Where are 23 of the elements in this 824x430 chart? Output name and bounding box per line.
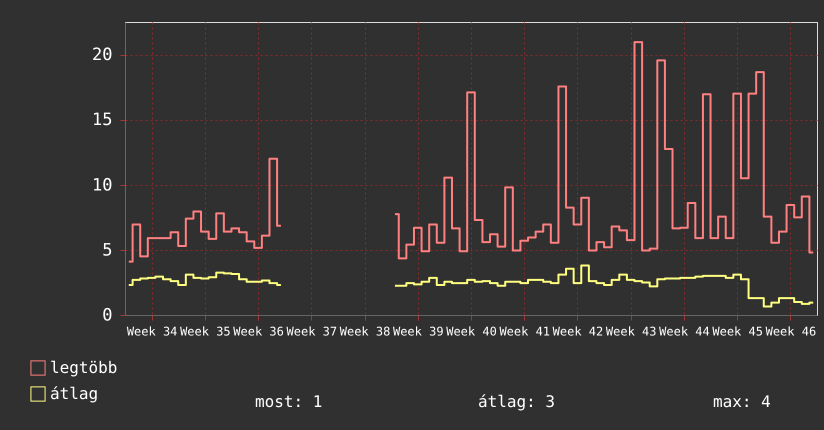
x-tick-label: Week 42 [552, 324, 604, 338]
x-tick-label: Week 41 [499, 324, 550, 338]
x-tick-label: Week 35 [180, 324, 231, 338]
x-tick-label: Week 46 [766, 324, 816, 338]
x-tick-label: Week 44 [659, 324, 710, 338]
x-tick-label: Week 40 [446, 324, 497, 338]
x-tick-label: Week 45 [712, 324, 763, 338]
text: max: 4 [713, 392, 771, 411]
legend-label: legtöbb [50, 358, 118, 377]
x-tick-label: Week 38 [340, 324, 390, 338]
y-tick-label: 10 [92, 175, 112, 196]
y-tick-label: 20 [92, 45, 112, 66]
x-tick-label: Week 34 [126, 324, 178, 338]
text: most: 1 [255, 392, 322, 411]
x-tick-label: Week 36 [233, 324, 284, 338]
y-tick-label: 5 [102, 240, 112, 260]
text: átlag: 3 [478, 392, 556, 411]
legend-label: átlag [50, 384, 98, 403]
x-tick-label: Week 43 [606, 324, 656, 338]
y-tick-label: 0 [102, 306, 112, 326]
y-tick-label: 15 [92, 110, 112, 130]
x-tick-label: Week 39 [392, 324, 444, 338]
x-tick-label: Week 37 [286, 324, 338, 338]
